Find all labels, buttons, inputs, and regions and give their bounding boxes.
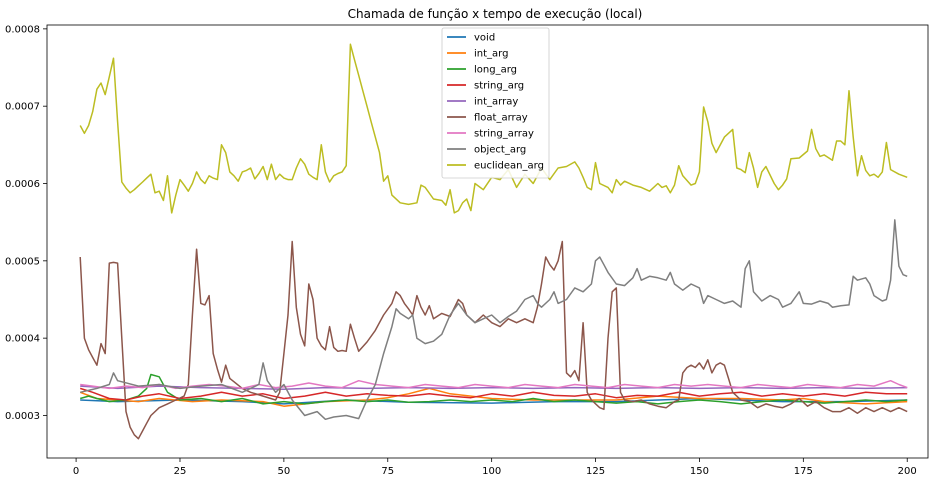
legend-label-void: void bbox=[474, 33, 495, 44]
x-tick-label: 0 bbox=[73, 466, 79, 477]
x-tick-label: 50 bbox=[278, 466, 291, 477]
x-tick-label: 150 bbox=[690, 466, 709, 477]
y-tick-label: 0.0008 bbox=[5, 24, 40, 35]
series-line-string_arg bbox=[79, 387, 908, 401]
x-tick-label: 100 bbox=[482, 466, 501, 477]
x-tick-label: 125 bbox=[586, 466, 605, 477]
y-tick-label: 0.0006 bbox=[5, 179, 40, 190]
series-line-int_array bbox=[80, 385, 908, 390]
y-tick-label: 0.0004 bbox=[5, 334, 40, 345]
x-axis: 0 25 50 75 100 125 150 175 200 bbox=[73, 458, 917, 477]
legend-label-long_arg: long_arg bbox=[474, 65, 517, 76]
x-tick-label: 200 bbox=[898, 466, 917, 477]
legend: void int_arg long_arg string_arg int_arrayfl… bbox=[441, 27, 550, 179]
series-line-object_arg bbox=[80, 219, 908, 421]
legend-label-int_arg: int_arg bbox=[474, 49, 508, 60]
plot-area bbox=[79, 43, 908, 440]
y-tick-label: 0.0003 bbox=[5, 411, 40, 422]
series-line-euclidean_arg bbox=[79, 43, 908, 214]
y-tick-label: 0.0005 bbox=[5, 256, 40, 267]
legend-box bbox=[441, 27, 550, 179]
axes-frame bbox=[46, 24, 929, 459]
legend-label-int_array: int_array bbox=[474, 97, 518, 108]
y-axis: 0.0003 0.0004 0.0005 0.0006 0.0007 0.0008 bbox=[5, 24, 47, 422]
legend-label-object_arg: object_arg bbox=[474, 145, 526, 156]
x-tick-label: 25 bbox=[174, 466, 187, 477]
legend-label-string_arg: string_arg bbox=[474, 81, 524, 92]
legend-label-euclidean_arg: euclidean_arg bbox=[474, 161, 544, 172]
x-tick-label: 175 bbox=[794, 466, 813, 477]
y-tick-label: 0.0007 bbox=[5, 102, 40, 113]
chart-title: Chamada de função x tempo de execução (l… bbox=[348, 7, 643, 21]
x-tick-label: 75 bbox=[381, 466, 394, 477]
legend-label-string_array: string_array bbox=[474, 129, 534, 140]
legend-label-float_array: float_array bbox=[474, 113, 528, 124]
